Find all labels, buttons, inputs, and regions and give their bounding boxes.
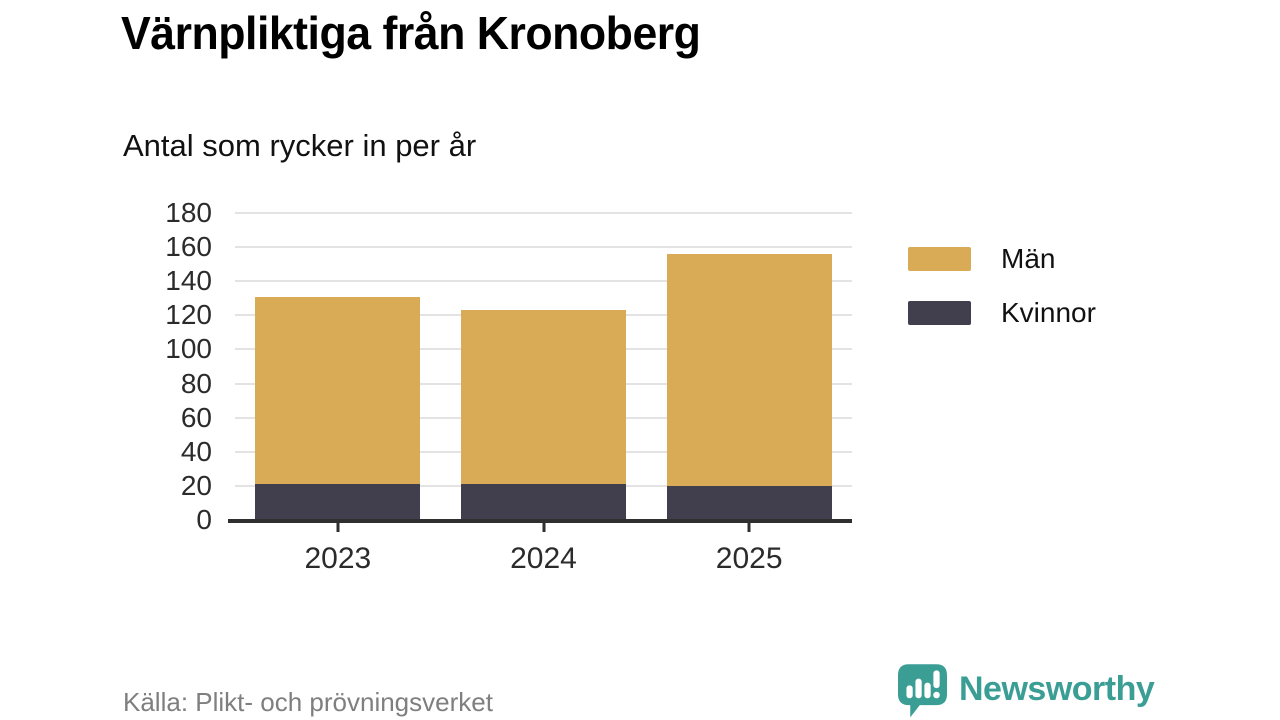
- y-axis-tick-label: 60: [180, 401, 212, 433]
- y-axis-tick-label: 0: [196, 504, 212, 535]
- newsworthy-chart-bubble-icon: [898, 664, 947, 718]
- x-axis-line: [228, 519, 852, 523]
- y-axis-tick-label: 140: [165, 265, 212, 297]
- y-axis-tick-label: 120: [165, 299, 212, 331]
- legend-label-män: Män: [1001, 243, 1056, 274]
- legend: Män Kvinnor: [908, 243, 1096, 329]
- bar-slot-2025: 2025: [646, 213, 852, 575]
- legend-row-kvinnor: Kvinnor: [908, 297, 1096, 329]
- y-axis-tick-labels: 0 20 40 60 80 100 120 140 160 180: [100, 199, 212, 534]
- stacked-bar-2025: [666, 253, 832, 520]
- y-axis-tick-label: 100: [165, 333, 212, 365]
- legend-row-män: Män: [908, 243, 1096, 275]
- bar-segment-män-2025: [666, 253, 832, 486]
- x-axis-label-2024: 2024: [510, 542, 577, 575]
- x-axis-tick: [747, 521, 751, 532]
- y-axis-tick-label: 20: [180, 469, 212, 501]
- bar-slots: 2023 2024 2025: [235, 213, 852, 575]
- x-axis-label-2023: 2023: [304, 542, 372, 575]
- stacked-bar-2024: [461, 310, 626, 520]
- legend-swatch-kvinnor: [908, 301, 971, 325]
- y-axis-tick-label: 180: [165, 197, 212, 228]
- y-axis-tick-label: 160: [165, 231, 212, 263]
- newsworthy-logo: Newsworthy: [898, 664, 1155, 719]
- source-note: Källa: Plikt- och prövningsverket: [123, 687, 493, 717]
- bar-slot-2023: 2023: [235, 213, 441, 575]
- bar-slot-2024: 2024: [441, 213, 647, 575]
- gridline: [235, 280, 852, 283]
- chart-subtitle: Antal som rycker in per år: [123, 128, 477, 163]
- bar-segment-män-2023: [255, 296, 421, 485]
- plot-area: 2023 2024 2025: [228, 212, 852, 575]
- bar-segment-män-2024: [461, 310, 626, 485]
- y-axis-tick-label: 80: [180, 367, 212, 399]
- x-axis-tick: [336, 521, 340, 532]
- bar-segment-kvinnor-2024: [461, 484, 626, 520]
- bar-segment-kvinnor-2025: [666, 485, 832, 520]
- x-axis-label-2025: 2025: [715, 542, 783, 575]
- legend-swatch-män: [908, 247, 971, 271]
- gridline: [235, 246, 852, 249]
- bar-segment-kvinnor-2023: [255, 484, 421, 520]
- chart-title: Värnpliktiga från Kronoberg: [121, 7, 701, 59]
- x-axis-tick: [542, 521, 545, 532]
- legend-label-kvinnor: Kvinnor: [1001, 297, 1096, 328]
- gridline: [235, 212, 852, 214]
- stacked-bar-2023: [255, 296, 421, 520]
- y-axis-tick-label: 40: [180, 435, 212, 467]
- brand-name: Newsworthy: [959, 670, 1155, 708]
